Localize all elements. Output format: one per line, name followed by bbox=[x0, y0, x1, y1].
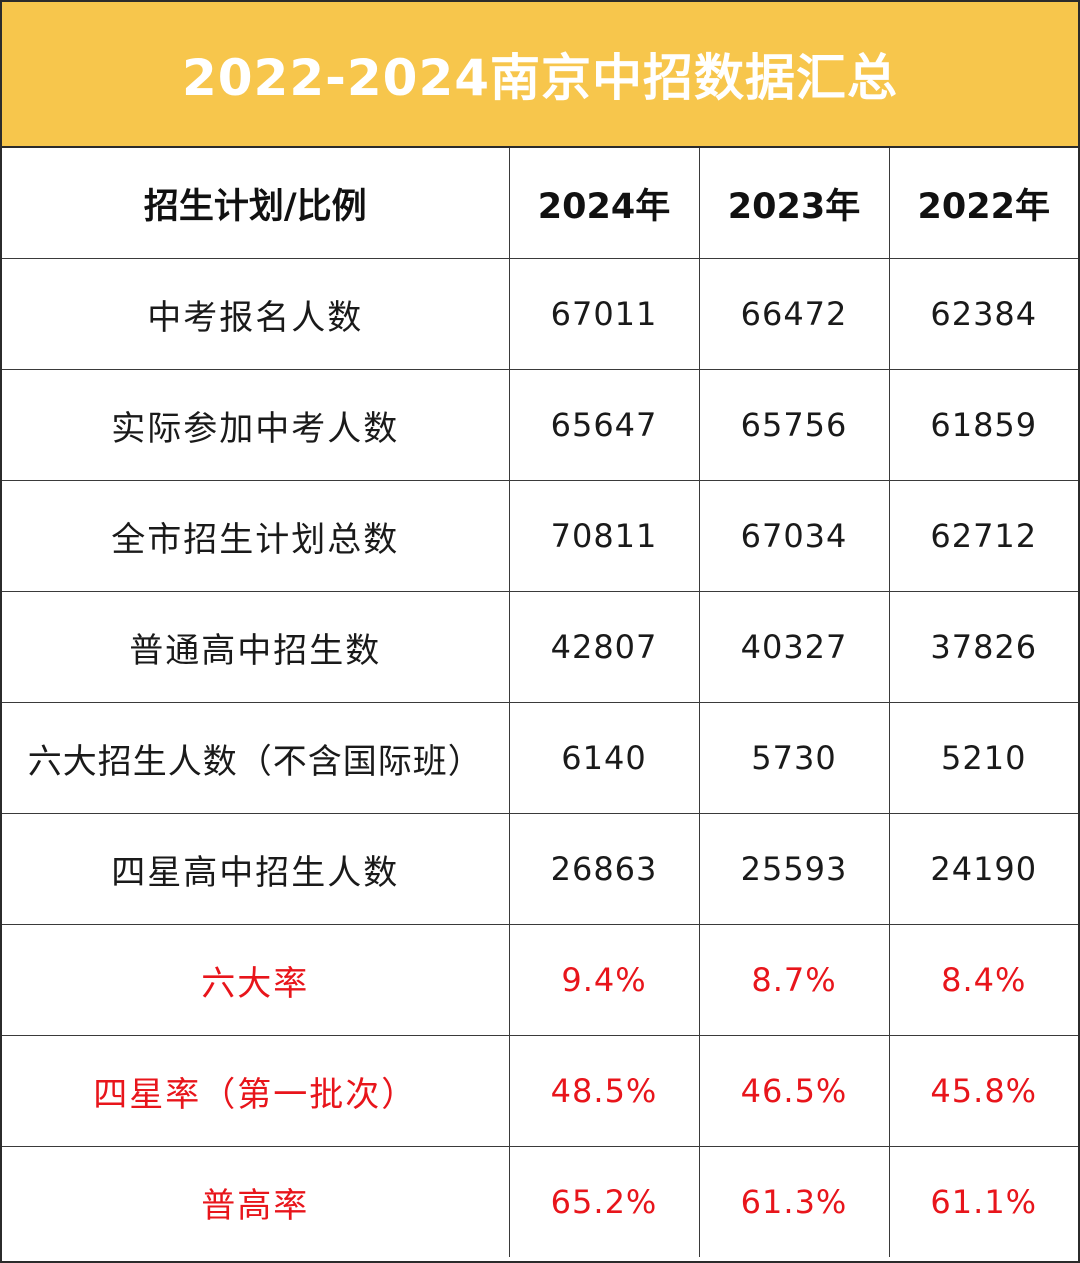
cell-value: 62712 bbox=[888, 480, 1078, 592]
cell-value: 5730 bbox=[698, 702, 890, 814]
table-row-rate: 六大率 9.4% 8.7% 8.4% bbox=[2, 924, 1078, 1036]
table-row: 全市招生计划总数 70811 67034 62712 bbox=[2, 480, 1078, 592]
table-row: 中考报名人数 67011 66472 62384 bbox=[2, 258, 1078, 370]
cell-value: 61859 bbox=[888, 369, 1078, 481]
table-header-row: 招生计划/比例 2024年 2023年 2022年 bbox=[2, 148, 1078, 259]
row-label: 中考报名人数 bbox=[2, 258, 510, 370]
row-label: 普高率 bbox=[2, 1146, 510, 1257]
cell-value: 9.4% bbox=[508, 924, 700, 1036]
cell-value: 45.8% bbox=[888, 1035, 1078, 1147]
data-table: 招生计划/比例 2024年 2023年 2022年 中考报名人数 67011 6… bbox=[2, 148, 1078, 1257]
cell-value: 40327 bbox=[698, 591, 890, 703]
row-label: 全市招生计划总数 bbox=[2, 480, 510, 592]
cell-value: 67034 bbox=[698, 480, 890, 592]
cell-value: 8.7% bbox=[698, 924, 890, 1036]
cell-value: 70811 bbox=[508, 480, 700, 592]
cell-value: 46.5% bbox=[698, 1035, 890, 1147]
table-row: 普通高中招生数 42807 40327 37826 bbox=[2, 591, 1078, 703]
row-label: 普通高中招生数 bbox=[2, 591, 510, 703]
page-title: 2022-2024南京中招数据汇总 bbox=[181, 49, 899, 107]
cell-value: 65647 bbox=[508, 369, 700, 481]
cell-value: 8.4% bbox=[888, 924, 1078, 1036]
header-2024: 2024年 bbox=[508, 148, 700, 259]
table-row: 六大招生人数（不含国际班） 6140 5730 5210 bbox=[2, 702, 1078, 814]
cell-value: 5210 bbox=[888, 702, 1078, 814]
row-label: 四星率（第一批次） bbox=[2, 1035, 510, 1147]
cell-value: 62384 bbox=[888, 258, 1078, 370]
header-2022: 2022年 bbox=[888, 148, 1078, 259]
row-label: 六大招生人数（不含国际班） bbox=[2, 702, 510, 814]
cell-value: 25593 bbox=[698, 813, 890, 925]
cell-value: 66472 bbox=[698, 258, 890, 370]
cell-value: 26863 bbox=[508, 813, 700, 925]
cell-value: 65756 bbox=[698, 369, 890, 481]
cell-value: 61.1% bbox=[888, 1146, 1078, 1257]
header-2023: 2023年 bbox=[698, 148, 890, 259]
row-label: 实际参加中考人数 bbox=[2, 369, 510, 481]
cell-value: 65.2% bbox=[508, 1146, 700, 1257]
title-bar: 2022-2024南京中招数据汇总 bbox=[2, 2, 1078, 148]
table-row-rate: 普高率 65.2% 61.3% 61.1% bbox=[2, 1146, 1078, 1257]
table-row: 实际参加中考人数 65647 65756 61859 bbox=[2, 369, 1078, 481]
row-label: 四星高中招生人数 bbox=[2, 813, 510, 925]
cell-value: 6140 bbox=[508, 702, 700, 814]
cell-value: 61.3% bbox=[698, 1146, 890, 1257]
cell-value: 42807 bbox=[508, 591, 700, 703]
table-row-rate: 四星率（第一批次） 48.5% 46.5% 45.8% bbox=[2, 1035, 1078, 1147]
cell-value: 48.5% bbox=[508, 1035, 700, 1147]
table-row: 四星高中招生人数 26863 25593 24190 bbox=[2, 813, 1078, 925]
cell-value: 67011 bbox=[508, 258, 700, 370]
header-category: 招生计划/比例 bbox=[2, 148, 510, 259]
cell-value: 37826 bbox=[888, 591, 1078, 703]
cell-value: 24190 bbox=[888, 813, 1078, 925]
row-label: 六大率 bbox=[2, 924, 510, 1036]
